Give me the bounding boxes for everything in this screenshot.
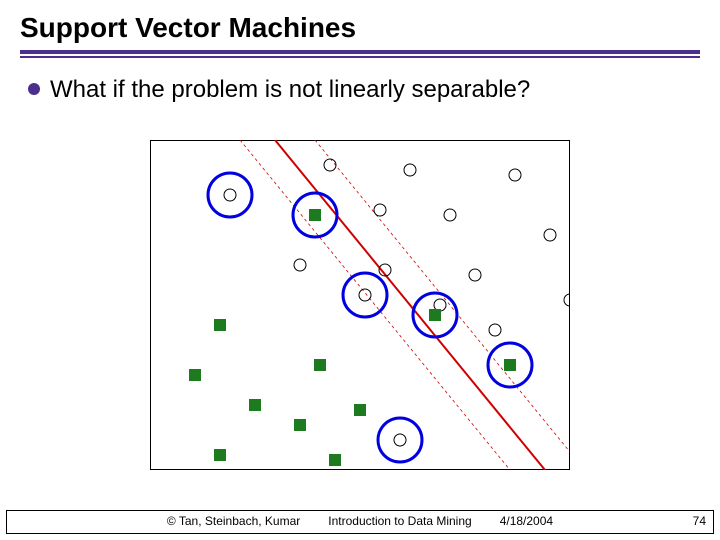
title-rule-thick <box>20 50 700 54</box>
slide-title: Support Vector Machines <box>20 12 700 44</box>
footer-copyright: © Tan, Steinbach, Kumar <box>167 514 300 528</box>
footer-book: Introduction to Data Mining <box>328 514 471 528</box>
svm-scatter-chart <box>150 140 570 470</box>
footer: © Tan, Steinbach, Kumar Introduction to … <box>0 514 720 528</box>
title-rule-thin <box>20 56 700 58</box>
bullet-text: What if the problem is not linearly sepa… <box>50 76 530 104</box>
bullet-icon <box>28 83 40 95</box>
footer-date: 4/18/2004 <box>500 514 553 528</box>
footer-page: 74 <box>693 514 706 528</box>
bullet-item: What if the problem is not linearly sepa… <box>28 76 700 104</box>
